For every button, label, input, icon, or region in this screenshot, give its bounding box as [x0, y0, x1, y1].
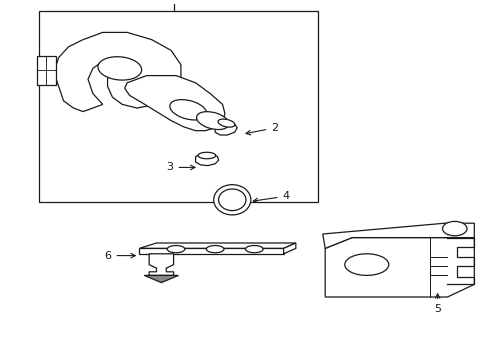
Polygon shape: [325, 238, 473, 297]
Text: 3: 3: [166, 162, 195, 172]
Polygon shape: [37, 56, 56, 85]
Polygon shape: [124, 76, 224, 131]
Text: 6: 6: [104, 251, 135, 261]
Text: 2: 2: [245, 123, 278, 135]
Ellipse shape: [198, 152, 215, 159]
Ellipse shape: [245, 246, 263, 253]
Ellipse shape: [196, 112, 228, 130]
Polygon shape: [283, 243, 295, 254]
Ellipse shape: [213, 185, 250, 215]
Ellipse shape: [218, 119, 234, 127]
Text: 4: 4: [253, 191, 289, 203]
Polygon shape: [144, 275, 178, 283]
Polygon shape: [215, 122, 237, 135]
Bar: [39, 11, 317, 202]
Ellipse shape: [98, 57, 142, 80]
Polygon shape: [149, 254, 173, 275]
Ellipse shape: [344, 254, 388, 275]
Polygon shape: [54, 32, 181, 112]
Ellipse shape: [206, 246, 224, 253]
Text: 5: 5: [433, 294, 440, 314]
Polygon shape: [322, 223, 473, 248]
Polygon shape: [139, 243, 295, 248]
Ellipse shape: [169, 100, 206, 120]
Polygon shape: [195, 154, 218, 166]
Ellipse shape: [167, 246, 184, 253]
Ellipse shape: [442, 221, 466, 236]
Polygon shape: [139, 248, 283, 254]
